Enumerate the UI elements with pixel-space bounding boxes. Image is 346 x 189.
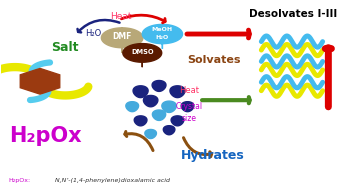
Text: Heat: Heat xyxy=(110,12,131,21)
Polygon shape xyxy=(20,68,60,94)
Text: Solvates: Solvates xyxy=(188,55,241,64)
Text: DMSO: DMSO xyxy=(131,49,154,55)
Polygon shape xyxy=(142,24,182,49)
Text: Salt: Salt xyxy=(52,41,79,54)
Text: size: size xyxy=(182,114,197,123)
Polygon shape xyxy=(133,86,148,98)
Text: Desolvates I-III: Desolvates I-III xyxy=(249,9,337,19)
Text: H₂pOx:: H₂pOx: xyxy=(8,178,30,183)
Polygon shape xyxy=(144,95,158,107)
Polygon shape xyxy=(101,28,143,53)
Text: Hydrates: Hydrates xyxy=(181,149,245,162)
Polygon shape xyxy=(181,102,194,112)
Text: DMF: DMF xyxy=(112,32,132,41)
Polygon shape xyxy=(163,126,175,135)
Text: Heat: Heat xyxy=(179,86,199,95)
Polygon shape xyxy=(162,101,176,112)
Polygon shape xyxy=(152,81,166,91)
Text: N,N’-(1,4-phenylene)dioxalamic acid: N,N’-(1,4-phenylene)dioxalamic acid xyxy=(55,178,170,183)
Text: Crystal: Crystal xyxy=(176,102,203,111)
Text: H₂pOx: H₂pOx xyxy=(9,126,81,146)
Polygon shape xyxy=(123,44,162,67)
Polygon shape xyxy=(126,102,139,112)
Text: MeOH: MeOH xyxy=(152,27,173,32)
Polygon shape xyxy=(170,86,185,98)
Polygon shape xyxy=(145,129,156,139)
Text: H₂O: H₂O xyxy=(85,29,102,38)
Polygon shape xyxy=(152,110,166,120)
Polygon shape xyxy=(171,116,184,126)
Text: H₂O: H₂O xyxy=(156,35,169,40)
Polygon shape xyxy=(134,116,147,126)
